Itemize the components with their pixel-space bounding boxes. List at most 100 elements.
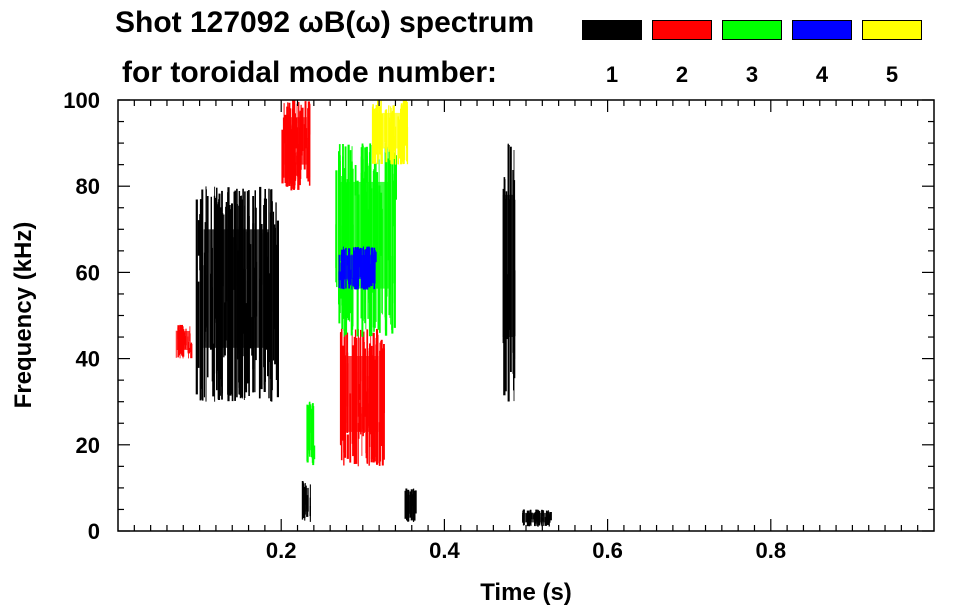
spectrum-streak-mode-2 (290, 173, 293, 191)
spectrum-streak-mode-2 (296, 162, 299, 174)
spectrum-streak-mode-3 (394, 218, 396, 285)
spectrum-streak-mode-1 (197, 220, 201, 256)
spectrum-streak-mode-1 (195, 199, 198, 395)
y-tick-label: 0 (88, 519, 100, 544)
spectrum-streak-mode-2 (381, 358, 384, 466)
spectrum-core-mode-1 (524, 512, 548, 523)
legend-swatch-2 (652, 20, 712, 40)
spectrum-streak-mode-1 (549, 512, 552, 521)
spectrum-streak-mode-2 (357, 422, 359, 467)
spectrum-streak-mode-1 (537, 509, 539, 514)
spectrum-streak-mode-4 (338, 254, 340, 289)
chart-subtitle: for toroidal mode number: (122, 56, 497, 89)
spectrum-streak-mode-2 (340, 328, 343, 461)
chart-title: Shot 127092 ωB(ω) spectrum (115, 6, 535, 39)
spectrum-streak-mode-1 (522, 510, 524, 515)
spectrum-streak-mode-2 (282, 117, 285, 178)
spectrum-streak-mode-2 (175, 330, 177, 358)
spectrum-streak-mode-1 (522, 509, 525, 526)
spectrum-streak-mode-2 (296, 103, 298, 124)
spectrum-streak-mode-1 (269, 273, 271, 362)
spectrum-streak-mode-1 (200, 201, 202, 245)
spectrum-streak-mode-1 (309, 506, 311, 517)
spectrum-streak-mode-1 (212, 343, 215, 397)
spectrum-streak-mode-4 (370, 254, 373, 287)
spectrum-streak-mode-1 (513, 183, 515, 391)
spectrum-streak-mode-2 (308, 104, 311, 135)
spectrum-streak-mode-1 (523, 509, 525, 525)
spectrum-streak-mode-1 (412, 513, 416, 520)
spectrum-streak-mode-1 (254, 190, 256, 248)
spectrum-streak-mode-4 (372, 255, 374, 283)
spectrum-streak-mode-3 (365, 146, 368, 183)
spectrum-streak-mode-1 (522, 513, 523, 523)
spectrum-streak-mode-2 (187, 347, 190, 354)
spectrum-streak-mode-1 (547, 516, 550, 522)
spectrum-streak-mode-2 (380, 341, 382, 462)
x-tick-label: 0.4 (429, 538, 460, 563)
legend-swatch-4 (792, 20, 852, 40)
spectrum-streak-mode-2 (378, 422, 381, 466)
y-tick-label: 100 (63, 88, 100, 113)
spectrum-streak-mode-3 (310, 404, 312, 415)
spectrum-streak-mode-2 (360, 329, 362, 382)
spectrum-streak-mode-1 (548, 510, 549, 517)
axis-ticks: 0.2 0.4 0.6 0.8 0 20 40 60 80 100 (63, 88, 934, 563)
spectrum-streak-mode-2 (379, 350, 381, 462)
legend-label-5: 5 (885, 62, 899, 87)
spectrum-core-mode-1 (502, 194, 513, 337)
spectrum-streak-mode-1 (414, 490, 417, 514)
y-tick-label: 40 (76, 347, 100, 372)
spectrum-streak-mode-2 (346, 332, 349, 356)
spectrum-core-mode-2 (176, 331, 190, 350)
spectrum-streak-mode-1 (303, 509, 306, 519)
spectrum-core-mode-3 (306, 414, 313, 451)
spectrum-streak-mode-2 (307, 138, 310, 157)
spectrum-streak-mode-2 (380, 339, 383, 446)
spectrum-streak-mode-1 (271, 217, 273, 312)
spectrum-streak-mode-1 (523, 517, 525, 526)
spectrum-streak-mode-1 (309, 497, 311, 513)
spectrum-core-mode-2 (342, 356, 379, 432)
x-axis-label: Time (s) (480, 579, 572, 606)
spectrum-streak-mode-2 (346, 434, 349, 459)
spectrum-streak-mode-4 (341, 277, 344, 289)
spectrum-core-mode-1 (302, 487, 309, 512)
spectrum-streak-mode-3 (354, 165, 357, 196)
legend-swatch-3 (722, 20, 782, 40)
spectrum-streak-mode-1 (548, 512, 550, 527)
x-tick-label: 0.6 (592, 538, 623, 563)
spectrum-streak-mode-2 (340, 332, 341, 446)
y-tick-label: 20 (76, 433, 100, 458)
spectrum-core-mode-4 (342, 255, 372, 279)
spectrum-streak-mode-2 (383, 344, 385, 460)
x-tick-label: 0.8 (756, 538, 787, 563)
spectrum-streak-mode-3 (377, 254, 380, 330)
spectrum-streak-mode-3 (335, 170, 338, 283)
spectrum-streak-mode-5 (372, 104, 374, 164)
spectrum-streak-mode-1 (201, 265, 204, 401)
spectrum-streak-mode-2 (281, 129, 284, 184)
spectrum-streak-mode-3 (391, 144, 393, 330)
spectrum-streak-mode-2 (189, 333, 191, 353)
spectrum-streak-mode-4 (352, 277, 354, 287)
spectrum-streak-mode-3 (392, 173, 394, 284)
spectrum-streak-mode-2 (181, 346, 183, 356)
x-tick-label: 0.2 (266, 538, 297, 563)
spectrum-core-mode-5 (374, 112, 404, 149)
spectrum-streak-mode-3 (313, 445, 316, 460)
spectrum-streak-mode-1 (528, 523, 531, 527)
spectrum-core-mode-1 (203, 229, 269, 348)
legend-label-1: 1 (605, 62, 619, 87)
spectrum-streak-mode-5 (406, 101, 408, 162)
spectrum-streak-mode-5 (403, 101, 405, 164)
spectrum-streak-mode-1 (274, 227, 277, 365)
y-tick-label: 60 (76, 260, 100, 285)
spectrum-core-mode-2 (284, 117, 307, 165)
spectrum-streak-mode-1 (276, 220, 279, 398)
legend-label-3: 3 (745, 62, 759, 87)
legend-swatch-5 (862, 20, 922, 40)
spectrum-streak-mode-4 (373, 250, 376, 262)
spectrum-streak-mode-1 (272, 211, 275, 361)
